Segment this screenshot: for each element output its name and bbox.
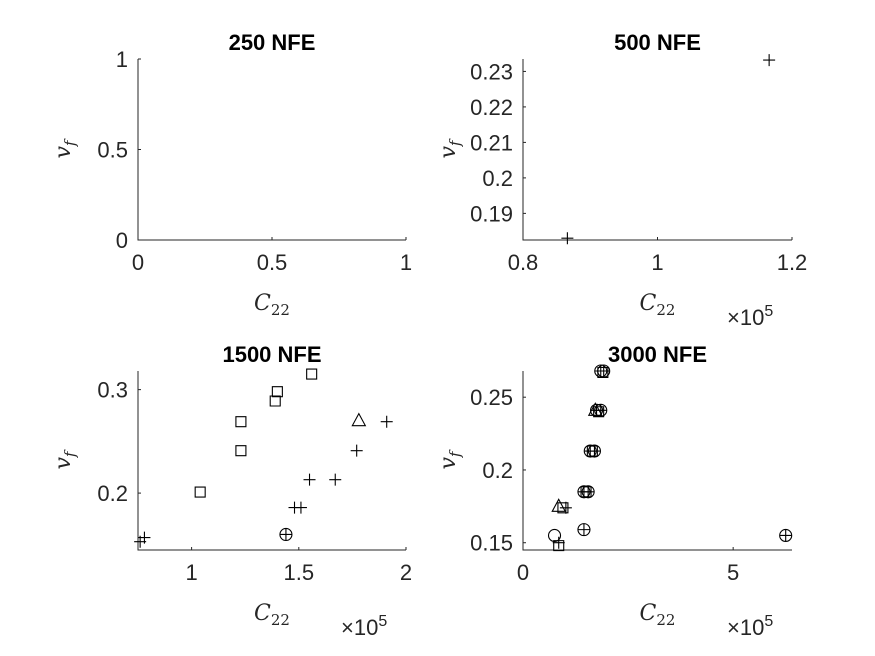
data-point-square <box>597 366 609 379</box>
data-point-plus <box>138 531 151 544</box>
y-tick-label: 0.23 <box>470 59 513 84</box>
data-point-square <box>235 445 247 457</box>
x-tick-label: 0 <box>132 250 144 275</box>
data-point-square <box>235 416 247 428</box>
data-point-plus <box>294 501 307 514</box>
x-tick-label: 1 <box>400 250 412 275</box>
y-tick-label: 0.15 <box>470 531 513 556</box>
data-point-circle-plus <box>594 403 608 417</box>
subplot-2: 500 NFE 0.8 1 1.2 0.19 0.2 0.21 0.22 0.23 C22 vf ×1… <box>436 30 807 330</box>
x-tick-label: 0.8 <box>508 250 539 275</box>
data-point-plus <box>303 473 316 486</box>
y-axis-label: vf <box>51 138 79 158</box>
data-point-square <box>557 502 569 514</box>
y-tick-label: 0.2 <box>97 481 128 506</box>
axes-frame <box>137 371 406 551</box>
x-tick-label: 1.5 <box>284 560 315 585</box>
x-axis-label: C22 <box>640 291 676 319</box>
y-tick-label: 0.21 <box>470 130 513 155</box>
y-tick-label: 0.2 <box>482 166 513 191</box>
data-point-circle <box>547 528 562 542</box>
y-tick-label: 0.2 <box>482 458 513 483</box>
x-axis-label: C22 <box>254 291 290 319</box>
data-point-circle-plus <box>597 364 611 378</box>
x-exponent-label: ×105 <box>727 613 773 640</box>
data-point-plus <box>329 473 342 486</box>
x-exponent-label: ×105 <box>727 303 773 330</box>
data-point-triangle <box>551 498 567 512</box>
axes-frame <box>522 371 792 551</box>
data-point-circle-plus <box>587 444 602 458</box>
data-point-plus <box>561 232 574 245</box>
y-tick-label: 0.25 <box>470 385 513 410</box>
subplot-title: 1500 NFE <box>222 342 321 367</box>
subplot-title: 500 NFE <box>614 30 701 55</box>
x-tick-label: 1 <box>651 250 663 275</box>
y-tick-label: 0.22 <box>470 95 513 120</box>
data-point-plus <box>559 501 572 514</box>
x-tick-label: 1.2 <box>777 250 808 275</box>
subplot-1: 250 NFE 0 0.5 1 0 0.5 1 C22 vf <box>51 30 412 319</box>
data-point-plus <box>350 444 363 457</box>
data-point-triangle <box>351 412 367 427</box>
data-point-plus <box>552 536 565 549</box>
data-point-circle-plus <box>779 528 793 542</box>
y-axis-label: vf <box>436 449 464 469</box>
data-point-plus <box>380 415 393 428</box>
subplot-4: 3000 NFE 0 5 0.15 0.2 0.25 C22 vf ×105 <box>436 342 793 640</box>
y-axis-label: vf <box>436 138 464 158</box>
subplot-title: 3000 NFE <box>608 342 707 367</box>
axes-frame <box>137 59 406 241</box>
x-tick-label: 2 <box>400 560 412 585</box>
subplot-title: 250 NFE <box>229 30 316 55</box>
subplot-3: 1500 NFE 1 1.5 2 0.2 0.3 C22 vf ×105 <box>51 342 412 640</box>
x-axis-label: C22 <box>254 601 290 629</box>
y-tick-label: 1 <box>116 47 128 72</box>
data-point-square <box>194 486 206 498</box>
x-tick-label: 0.5 <box>257 250 288 275</box>
data-point-plus <box>763 54 776 67</box>
y-tick-label: 0.3 <box>97 378 128 403</box>
data-point-triangle <box>587 402 603 416</box>
x-tick-label: 1 <box>185 560 197 585</box>
data-point-square <box>306 368 318 380</box>
x-tick-label: 0 <box>517 560 529 585</box>
y-tick-label: 0.19 <box>470 201 513 226</box>
data-point-circle-plus <box>581 485 595 499</box>
axes-frame <box>522 59 792 241</box>
y-tick-label: 0 <box>116 228 128 253</box>
x-tick-label: 5 <box>727 560 739 585</box>
y-tick-label: 0.5 <box>97 138 128 163</box>
x-exponent-label: ×105 <box>341 613 387 640</box>
data-point-square <box>271 386 283 398</box>
data-point-square <box>553 540 565 552</box>
data-point-square <box>269 395 281 407</box>
x-axis-label: C22 <box>640 601 676 629</box>
data-point-circle-plus <box>279 527 293 542</box>
data-point-circle-plus <box>577 523 591 537</box>
y-axis-label: vf <box>51 449 79 469</box>
